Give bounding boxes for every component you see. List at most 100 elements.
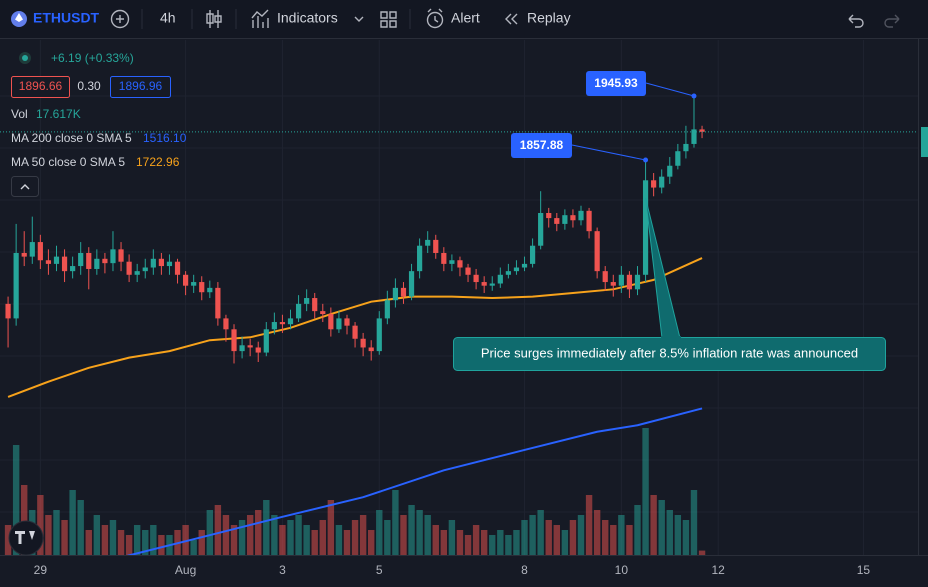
volume-bar	[537, 510, 544, 555]
candle-body	[594, 231, 600, 272]
candle-body	[400, 287, 407, 297]
volume-bar	[12, 445, 20, 555]
volume-bar	[682, 520, 690, 555]
candle-body	[279, 322, 286, 325]
candle-body	[328, 314, 334, 330]
candle-body	[29, 242, 35, 257]
candle-body	[102, 258, 108, 264]
callout-box	[511, 133, 572, 158]
legend-value: 1722.96	[136, 155, 180, 169]
redo[interactable]	[884, 14, 900, 28]
volume-bar	[271, 515, 278, 555]
candle-body	[247, 345, 253, 348]
volume-bar	[424, 515, 431, 555]
candle-body	[481, 282, 487, 286]
candle-body	[21, 252, 27, 257]
candle-body	[352, 325, 358, 339]
volume-bar	[545, 520, 552, 555]
candle-body	[602, 271, 608, 283]
candle-body	[368, 347, 374, 352]
x-tick-label: 8	[521, 563, 528, 577]
volume-bar	[279, 525, 286, 555]
volume-bar	[513, 530, 520, 555]
candle-body	[215, 287, 221, 319]
volume-bar	[238, 520, 246, 555]
alert[interactable]: Alert	[451, 10, 480, 26]
candle-body	[207, 287, 213, 293]
volume-bar	[472, 525, 480, 555]
callout-point	[643, 157, 649, 163]
bid-box[interactable]	[11, 76, 70, 98]
candle-body	[546, 212, 552, 219]
candle-body	[618, 274, 624, 286]
candle-body	[562, 215, 568, 224]
add-symbol[interactable]	[110, 9, 130, 29]
volume-bar	[45, 515, 52, 555]
volume-bar	[343, 530, 351, 555]
volume-bar	[529, 515, 536, 555]
undo[interactable]	[848, 14, 864, 28]
volume-bar	[408, 505, 415, 555]
candle-body	[134, 271, 140, 275]
volume-bar	[561, 530, 569, 555]
volume-bar	[440, 530, 448, 555]
candle-body	[158, 258, 164, 267]
candle-body	[457, 260, 463, 268]
volume-bar	[311, 530, 318, 555]
x-tick-label: 5	[376, 563, 383, 577]
volume-bar	[53, 510, 60, 555]
volume-bar	[4, 525, 12, 555]
volume-bar	[190, 540, 197, 555]
candle-body	[53, 256, 60, 264]
candle-body	[513, 267, 520, 272]
volume-bar	[368, 530, 375, 555]
volume-bar	[133, 525, 141, 555]
layouts[interactable]	[380, 11, 397, 28]
volume-bar	[255, 510, 262, 555]
candle-body	[360, 338, 366, 348]
ask[interactable]: 1896.96	[119, 79, 163, 93]
candle-body	[13, 252, 19, 319]
volume-bar	[658, 500, 665, 555]
candle-body	[255, 347, 261, 353]
callout-line	[571, 144, 646, 161]
x-tick-label: 29	[34, 563, 48, 577]
candle-body	[174, 261, 181, 275]
candle-body	[295, 303, 302, 319]
candle-body	[86, 252, 92, 269]
candle-body	[691, 129, 697, 144]
volume-bar	[327, 500, 335, 555]
volume-bar	[230, 525, 238, 555]
bid[interactable]: 1896.66	[19, 79, 63, 93]
volume-bar	[642, 428, 649, 555]
candle-body	[118, 249, 124, 262]
candle-body	[78, 252, 84, 267]
candle-body	[376, 318, 382, 352]
volume-bar	[246, 515, 254, 555]
indicators[interactable]: Indicators	[277, 10, 338, 26]
legend-label: MA 200 close 0 SMA 5	[11, 131, 132, 145]
candle-body	[626, 274, 633, 290]
volume-bar	[206, 510, 214, 555]
candle-body	[142, 267, 148, 272]
replay-icon[interactable]	[505, 13, 518, 25]
volume-bar	[214, 505, 222, 555]
replay[interactable]: Replay	[527, 10, 571, 26]
chart-type[interactable]	[206, 10, 222, 28]
collapse-legend[interactable]	[11, 176, 39, 197]
candle-body	[554, 218, 560, 224]
ask-box[interactable]	[110, 76, 171, 98]
candle-body	[45, 260, 52, 264]
x-tick-label: 15	[857, 563, 871, 577]
interval[interactable]: 4h	[160, 10, 176, 26]
symbol[interactable]: ETHUSDT	[33, 10, 100, 26]
alert-icon[interactable]	[426, 11, 444, 29]
volume-bar	[384, 520, 391, 555]
volume-bar	[150, 525, 157, 555]
volume-bar	[634, 505, 641, 555]
volume-bar	[93, 515, 101, 555]
volume-bar	[158, 535, 165, 555]
tv-logo[interactable]	[8, 520, 44, 556]
indicators-icon[interactable]	[251, 9, 269, 28]
candle-body	[223, 318, 229, 330]
